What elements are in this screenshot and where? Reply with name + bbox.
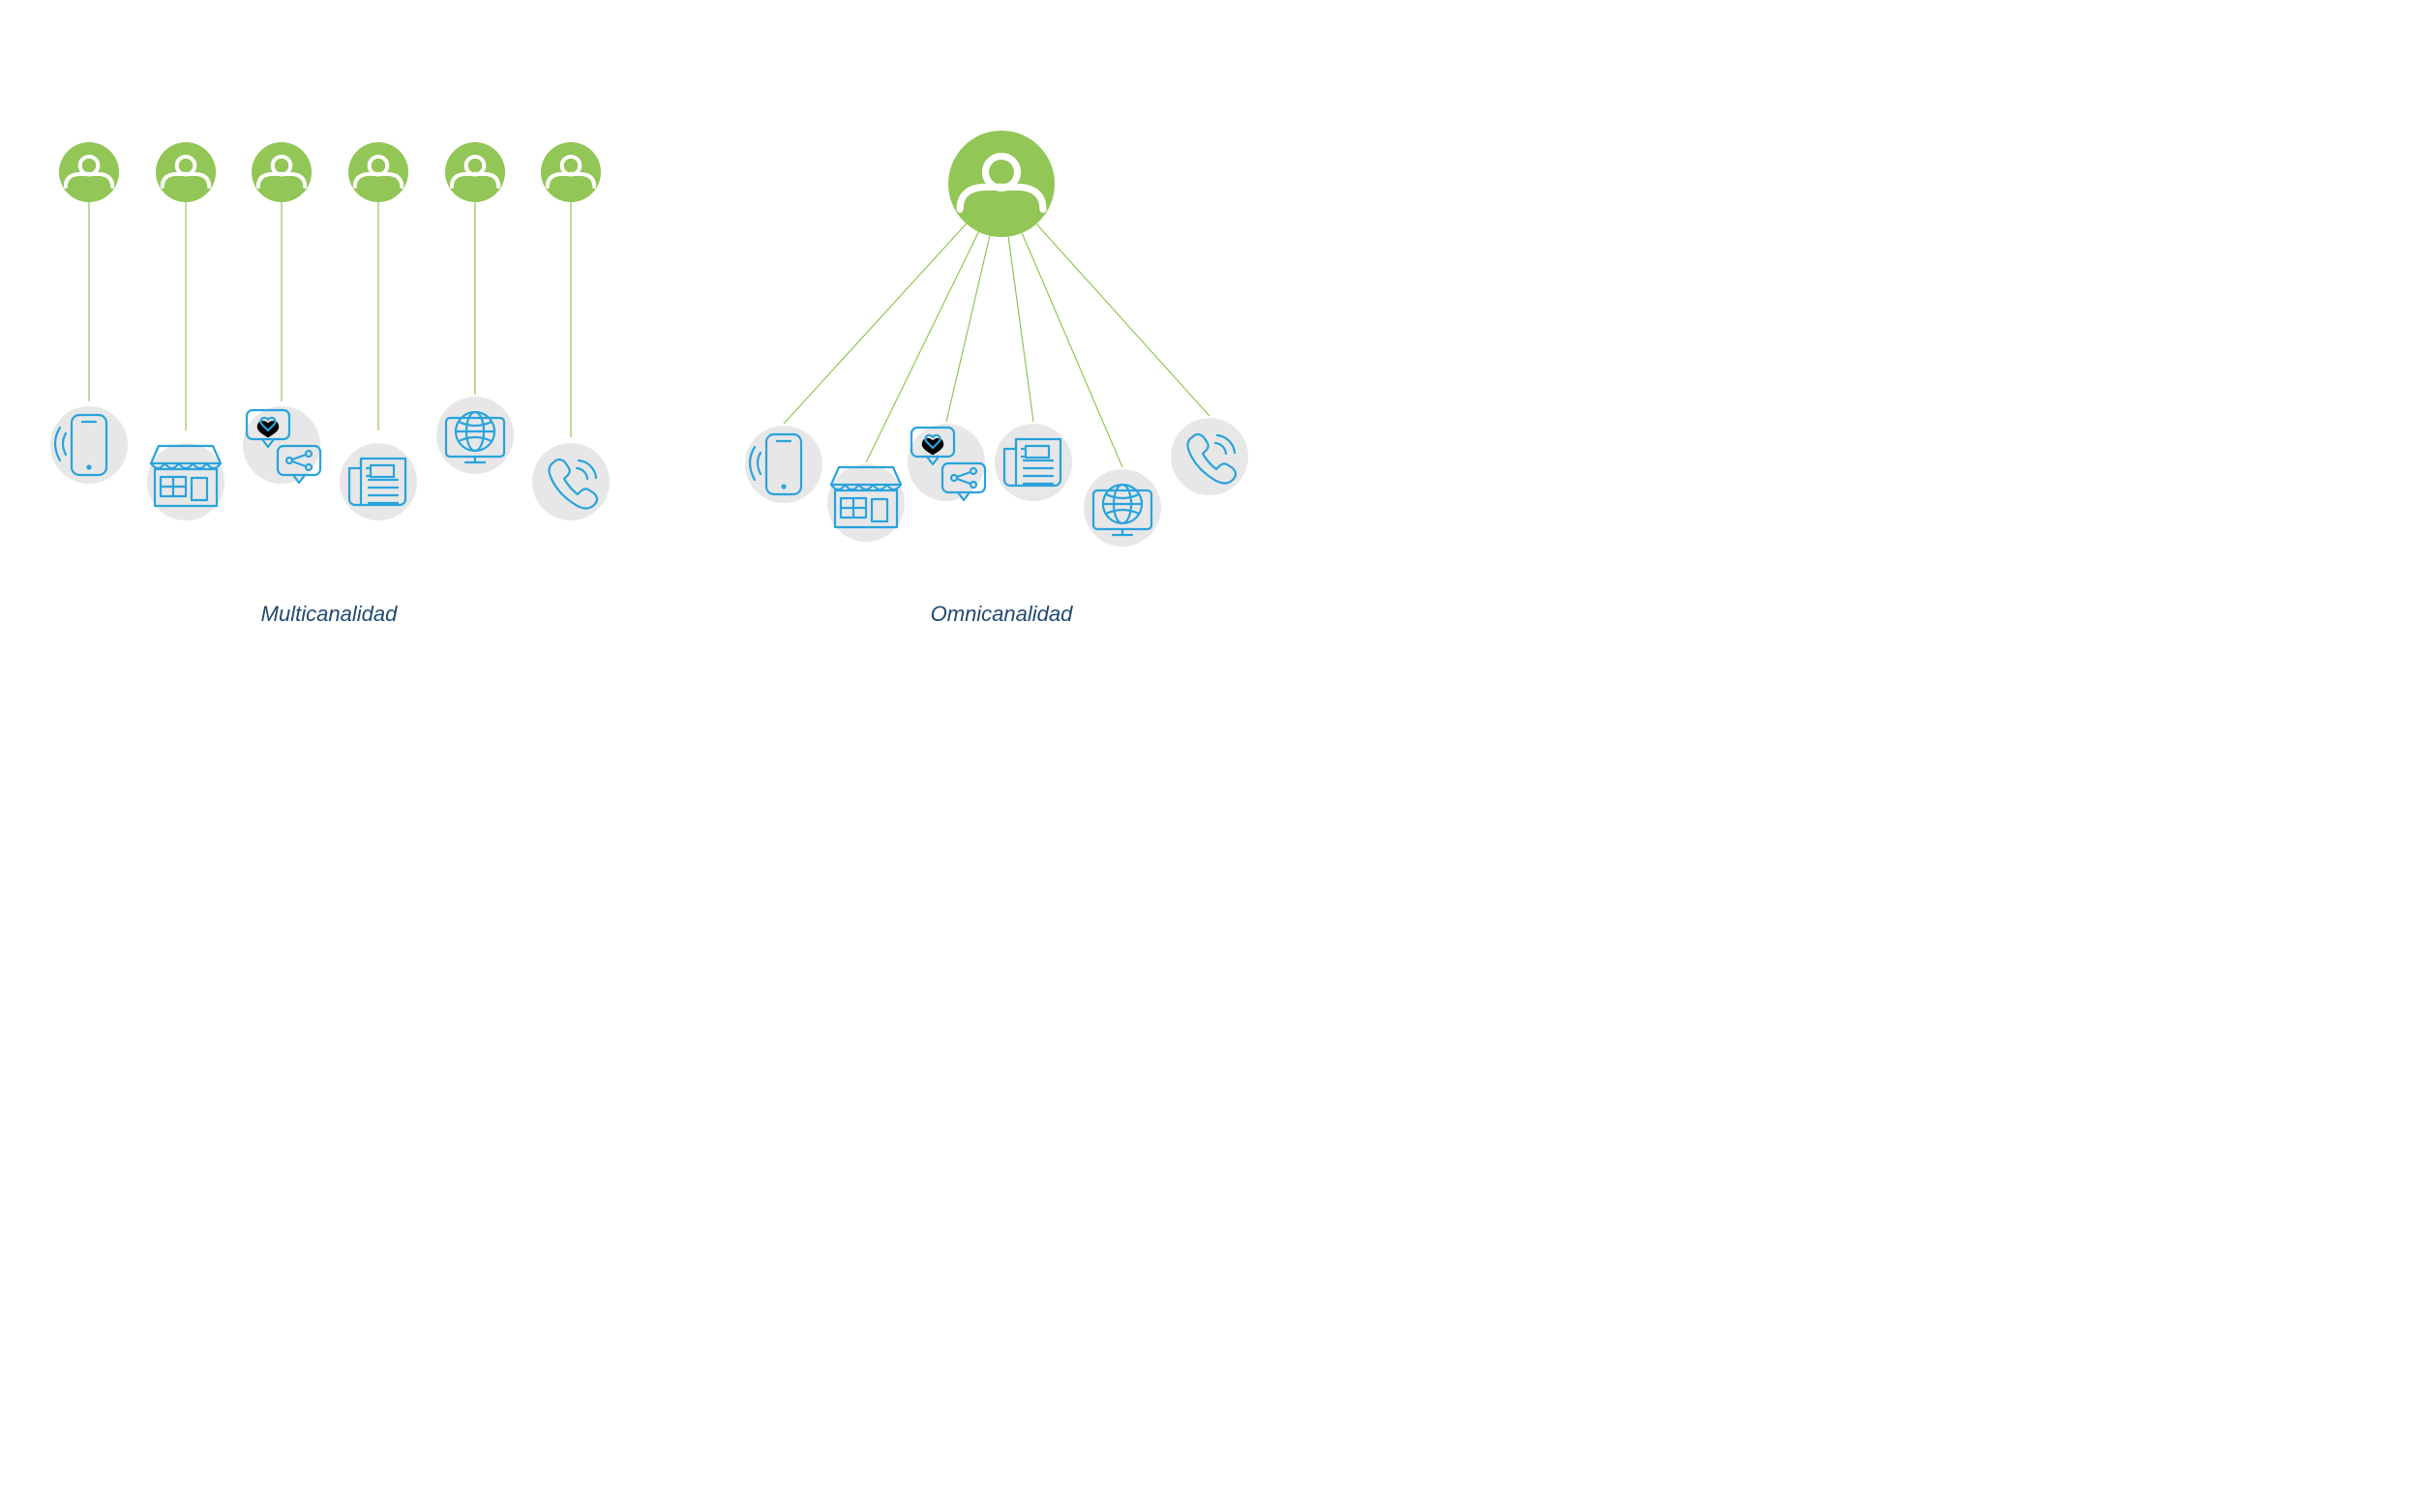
user-badge-1 <box>156 142 216 202</box>
left-label: Multicanalidad <box>261 602 398 626</box>
channel-bg <box>532 443 610 520</box>
right-label: Omnicanalidad <box>931 602 1074 626</box>
user-badge-5 <box>541 142 601 202</box>
connector-line <box>784 223 967 424</box>
user-badge-3 <box>348 142 408 202</box>
user-badge-4 <box>445 142 505 202</box>
user-badge-main <box>948 131 1055 237</box>
connector-line <box>1008 237 1033 422</box>
connector-line <box>946 236 990 422</box>
connector-line <box>1036 223 1210 416</box>
channel-bg <box>1171 418 1248 495</box>
user-badge-2 <box>252 142 312 202</box>
user-badge-0 <box>59 142 119 202</box>
